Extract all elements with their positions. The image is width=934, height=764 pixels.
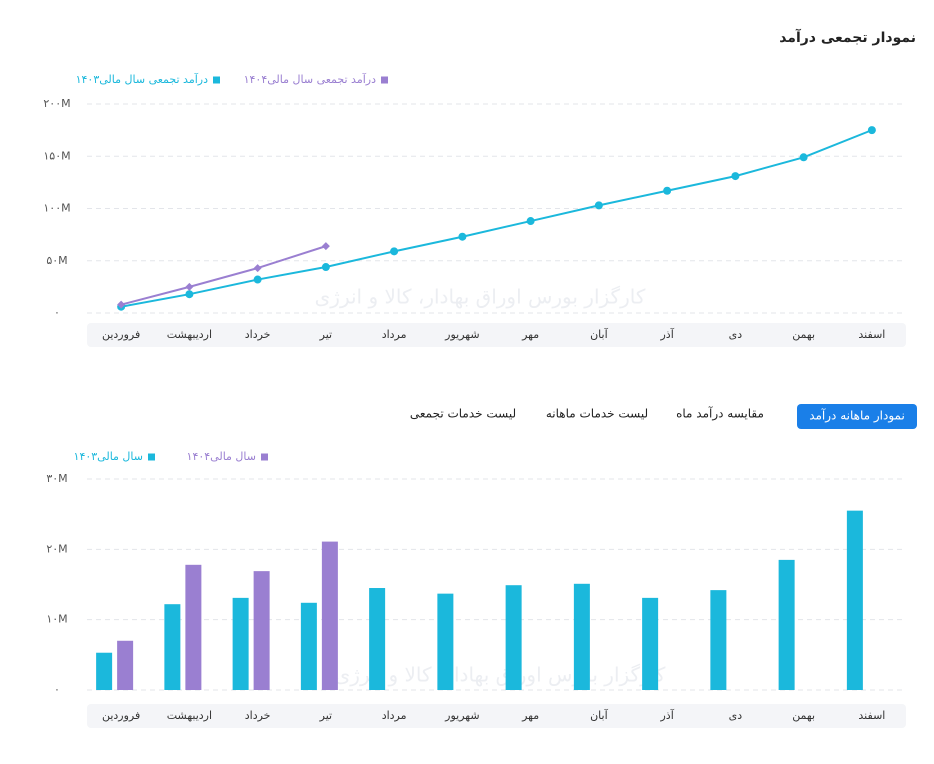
point bbox=[253, 275, 262, 284]
x-tick-label: شهریور bbox=[444, 709, 479, 722]
bar bbox=[642, 597, 659, 690]
watermark: کارگزار بورس اوراق بهادار، کالا و انرژی bbox=[335, 663, 666, 687]
point bbox=[117, 300, 126, 309]
x-tick-label: آذر bbox=[659, 327, 674, 341]
bar bbox=[437, 593, 454, 690]
legend-swatch bbox=[261, 453, 268, 461]
watermark: کارگزار بورس اوراق بهادار، کالا و انرژی bbox=[315, 285, 646, 309]
point bbox=[458, 232, 467, 241]
point bbox=[731, 172, 740, 181]
x-tick-label: مهر bbox=[521, 709, 539, 722]
line bbox=[120, 245, 327, 306]
bar bbox=[300, 602, 317, 690]
legend-swatch bbox=[148, 453, 155, 461]
x-tick-label: بهمن bbox=[792, 709, 815, 722]
x-tick-label: اردیبهشت bbox=[167, 709, 212, 722]
bar bbox=[710, 590, 727, 690]
x-tick-label: مهر bbox=[521, 328, 539, 341]
point bbox=[185, 290, 194, 299]
point bbox=[253, 264, 262, 273]
x-tick-label: بهمن bbox=[792, 328, 815, 341]
point bbox=[663, 186, 672, 195]
legend-swatch bbox=[213, 76, 220, 84]
legend-label: سال مالی۱۴۰۴ bbox=[187, 450, 256, 463]
category-strip bbox=[87, 704, 906, 728]
bar bbox=[846, 510, 863, 690]
bar bbox=[253, 571, 270, 690]
tab[interactable]: نمودار ماهانه درآمد bbox=[809, 408, 905, 424]
y-tick-label: ۰ bbox=[54, 306, 60, 319]
bar bbox=[117, 640, 134, 690]
point bbox=[390, 247, 399, 256]
bar bbox=[164, 604, 181, 690]
bar bbox=[321, 541, 338, 690]
x-tick-label: اردیبهشت bbox=[167, 328, 212, 341]
y-tick-label: ۲۰M bbox=[46, 542, 67, 555]
legend-swatch bbox=[381, 76, 388, 84]
tab[interactable]: لیست خدمات ماهانه bbox=[546, 407, 648, 421]
point bbox=[321, 242, 330, 251]
x-tick-label: اسفند bbox=[858, 709, 885, 722]
point bbox=[594, 201, 603, 210]
bar bbox=[505, 585, 522, 690]
line bbox=[120, 129, 873, 308]
y-tick-label: ۳۰M bbox=[46, 472, 67, 485]
page-title: نمودار تجمعی درآمد bbox=[779, 28, 916, 46]
legend-label: سال مالی۱۴۰۳ bbox=[74, 450, 143, 463]
bar bbox=[96, 652, 113, 690]
x-tick-label: آبان bbox=[590, 708, 608, 722]
bar bbox=[778, 559, 795, 690]
x-tick-label: مرداد bbox=[382, 709, 407, 722]
y-tick-label: ۲۰۰M bbox=[43, 97, 70, 110]
x-tick-label: شهریور bbox=[444, 328, 479, 341]
y-tick-label: ۱۵۰M bbox=[43, 149, 70, 162]
y-tick-label: ۱۰۰M bbox=[43, 202, 70, 215]
point bbox=[526, 217, 535, 226]
x-tick-label: اسفند bbox=[858, 328, 885, 341]
y-tick-label: ۵۰M bbox=[46, 254, 67, 267]
x-tick-label: تیر bbox=[319, 328, 332, 341]
x-tick-label: تیر bbox=[319, 709, 332, 722]
x-tick-label: فروردین bbox=[102, 328, 140, 341]
point bbox=[867, 126, 876, 135]
x-tick-label: مرداد bbox=[382, 328, 407, 341]
point bbox=[185, 282, 194, 291]
bar bbox=[232, 597, 249, 690]
tab-active[interactable] bbox=[797, 404, 917, 429]
x-tick-label: دی bbox=[729, 709, 743, 722]
y-tick-label: ۰ bbox=[54, 683, 60, 696]
x-tick-label: خرداد bbox=[245, 709, 271, 722]
x-tick-label: دی bbox=[729, 328, 743, 341]
legend-label: درآمد تجمعی سال مالی۱۴۰۴ bbox=[244, 72, 376, 86]
tab[interactable]: لیست خدمات تجمعی bbox=[410, 407, 516, 421]
x-tick-label: خرداد bbox=[245, 328, 271, 341]
tab[interactable]: مقایسه درآمد ماه bbox=[676, 406, 764, 422]
y-tick-label: ۱۰M bbox=[46, 613, 67, 626]
point bbox=[321, 263, 330, 272]
point bbox=[799, 153, 808, 162]
category-strip bbox=[87, 323, 906, 347]
x-tick-label: آبان bbox=[590, 327, 608, 341]
bar bbox=[573, 583, 590, 690]
x-tick-label: فروردین bbox=[102, 709, 140, 722]
x-tick-label: آذر bbox=[659, 708, 674, 722]
bar bbox=[185, 564, 202, 690]
legend-label: درآمد تجمعی سال مالی۱۴۰۳ bbox=[76, 72, 208, 86]
bar bbox=[369, 588, 386, 690]
